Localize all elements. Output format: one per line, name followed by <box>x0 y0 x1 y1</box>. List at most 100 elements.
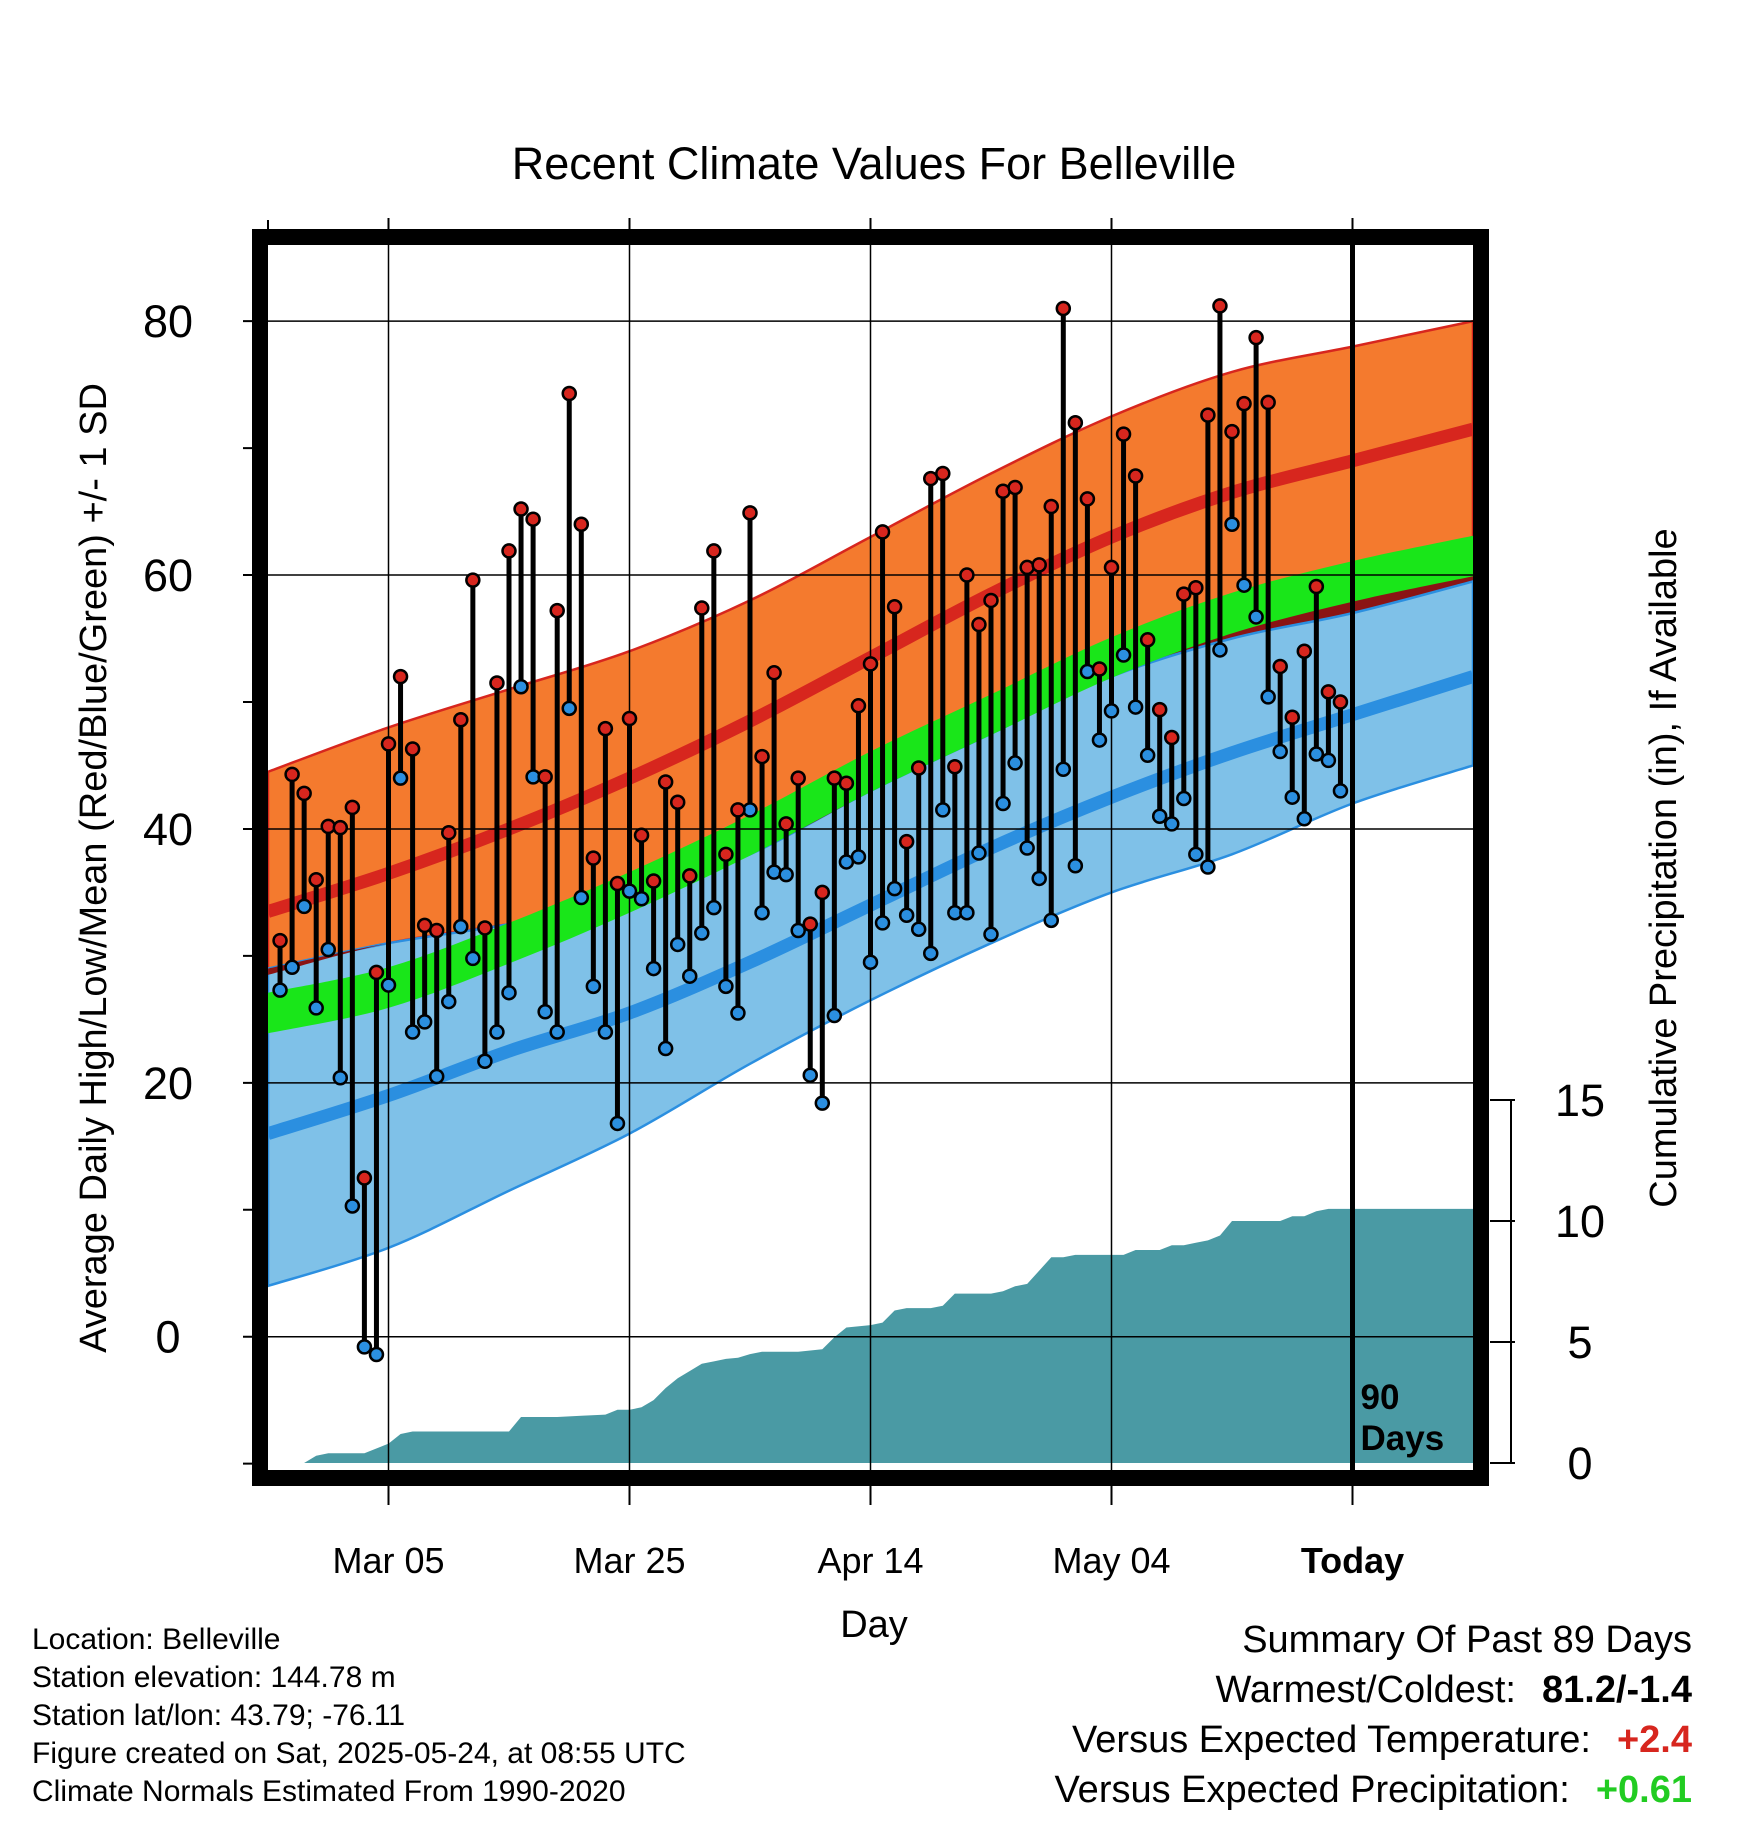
high-point <box>1272 658 1288 675</box>
low-point <box>477 1053 493 1069</box>
low-point <box>344 1198 361 1214</box>
low-point <box>959 904 975 921</box>
high-point <box>525 511 541 527</box>
high-point <box>742 505 758 521</box>
low-point <box>983 926 999 943</box>
temp-value: +2.4 <box>1616 1719 1692 1761</box>
low-point <box>1272 743 1288 760</box>
normals-text: Climate Normals Estimated From 1990-2020 <box>32 1775 626 1808</box>
y-axis-label: Average Daily High/Low/Mean (Red/Blue/Gr… <box>73 383 115 1353</box>
high-point <box>766 665 782 681</box>
high-point <box>1139 632 1156 648</box>
low-point <box>1079 663 1096 680</box>
high-point <box>428 922 445 939</box>
low-point <box>392 770 409 786</box>
prec-label: Versus Expected Precipitation: <box>1054 1769 1570 1811</box>
high-point <box>754 748 770 765</box>
low-point <box>766 864 782 880</box>
low-point <box>1176 790 1192 807</box>
low-point <box>1332 783 1349 799</box>
low-point <box>669 936 686 953</box>
low-point <box>380 977 397 993</box>
high-point <box>404 741 421 757</box>
low-point <box>284 959 300 976</box>
low-point <box>609 1115 626 1132</box>
y-tick-label: 40 <box>143 804 193 855</box>
low-point <box>537 1003 553 1020</box>
high-point <box>1019 559 1035 576</box>
high-point <box>272 932 288 949</box>
low-point <box>489 1024 505 1040</box>
low-point <box>874 915 891 931</box>
low-point <box>453 918 469 935</box>
low-point <box>923 945 939 962</box>
high-point <box>441 824 457 841</box>
high-point <box>1284 709 1300 725</box>
prec-value: +0.61 <box>1595 1769 1692 1811</box>
high-point <box>983 592 999 609</box>
low-point <box>1212 642 1228 658</box>
low-point <box>1200 859 1216 875</box>
low-point <box>272 982 288 998</box>
low-point <box>549 1024 565 1040</box>
high-point <box>971 616 987 633</box>
high-point <box>344 799 361 816</box>
today-days-number: 90 <box>1361 1378 1400 1417</box>
high-point <box>1127 468 1144 484</box>
high-point <box>1212 298 1228 314</box>
low-point <box>754 904 770 921</box>
axes: 0 20 40 60 80 0 5 10 15 Mar 05 Mar 25 Apr 14 May 04 T… <box>143 218 1605 1581</box>
low-point <box>682 968 698 984</box>
low-point <box>465 950 481 967</box>
high-point <box>706 543 722 559</box>
created-text: Figure created on Sat, 2025-05-24, at 08… <box>32 1737 686 1770</box>
high-point <box>1188 579 1204 596</box>
low-point <box>1091 732 1108 748</box>
low-point <box>862 954 879 970</box>
low-point <box>935 802 951 818</box>
high-point <box>935 465 951 482</box>
right-tick-label: 15 <box>1555 1075 1605 1126</box>
high-point <box>1091 661 1108 677</box>
low-point <box>1007 755 1023 771</box>
warmest-row: Warmest/Coldest: 81.2/-1.4 <box>1054 1665 1692 1715</box>
high-point <box>513 501 529 517</box>
low-point <box>1308 746 1325 762</box>
high-point <box>910 760 927 776</box>
high-point <box>1151 701 1168 718</box>
low-point <box>694 925 710 941</box>
low-point <box>597 1024 614 1040</box>
high-point <box>609 875 626 892</box>
high-point <box>1079 491 1096 507</box>
high-point <box>898 833 915 850</box>
low-point <box>910 921 927 937</box>
y-tick-label: 80 <box>143 296 193 347</box>
high-point <box>585 850 602 866</box>
chart-title: Recent Climate Values For Belleville <box>512 138 1236 189</box>
low-point <box>1320 752 1337 769</box>
high-point <box>1320 684 1337 700</box>
y-tick-label: 20 <box>143 1058 193 1109</box>
low-point <box>332 1069 349 1086</box>
y-tick-label: 60 <box>143 550 193 601</box>
low-point <box>308 1000 324 1016</box>
low-point <box>296 898 312 915</box>
x-tick-label: Today <box>1301 1540 1404 1581</box>
low-point <box>1115 647 1132 663</box>
high-point <box>850 698 867 714</box>
low-point <box>501 984 517 1001</box>
station-info: Location: Belleville Station elevation: … <box>32 1621 686 1811</box>
high-point <box>694 600 710 616</box>
low-point <box>441 993 457 1010</box>
high-point <box>1248 329 1264 346</box>
low-point <box>1260 689 1276 705</box>
low-point <box>1103 703 1120 719</box>
high-point <box>633 827 650 844</box>
low-point <box>1151 808 1168 824</box>
high-point <box>356 1170 373 1186</box>
right-tick-label: 10 <box>1555 1196 1605 1247</box>
low-point <box>657 1040 674 1057</box>
high-point <box>392 668 409 685</box>
high-point <box>682 868 698 884</box>
summary-panel: Summary Of Past 89 Days Warmest/Coldest:… <box>1054 1615 1692 1815</box>
